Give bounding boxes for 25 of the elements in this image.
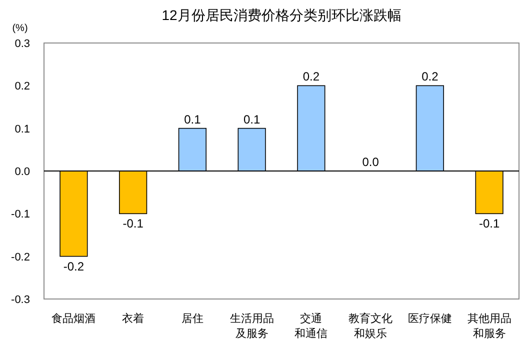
data-label: -0.2 [63,259,84,274]
chart-title: 12月份居民消费价格分类别环比涨跌幅 [162,7,402,23]
x-tick-label: 生活用品及服务 [230,312,274,340]
y-tick-label: 0.0 [14,166,30,178]
y-tick-label: 0.3 [14,38,30,50]
y-tick-label: -0.1 [11,208,30,221]
data-label: 0.0 [362,155,380,169]
y-tick-label: 0.2 [14,80,30,93]
data-label: 0.2 [302,70,320,84]
y-axis-title: (%) [12,23,28,34]
x-tick-label: 衣着 [122,312,144,325]
y-tick-label: -0.3 [11,294,30,306]
x-tick-label: 医疗保健 [408,312,452,325]
data-label: 0.1 [184,112,202,126]
y-tick-label: 0.1 [14,123,30,136]
data-label: 0.2 [422,70,439,84]
y-tick-label: -0.2 [11,251,30,264]
data-label: -0.1 [478,216,500,231]
x-tick-label: 交通和通信 [294,312,328,340]
x-tick-label: 其他用品和服务 [467,312,512,340]
x-tick-label: 食品烟酒 [52,312,96,325]
x-tick-label: 居住 [181,313,204,325]
data-label: -0.1 [122,216,144,231]
data-label: 0.1 [243,112,260,126]
x-tick-label: 教育文化和娱乐 [348,312,393,340]
